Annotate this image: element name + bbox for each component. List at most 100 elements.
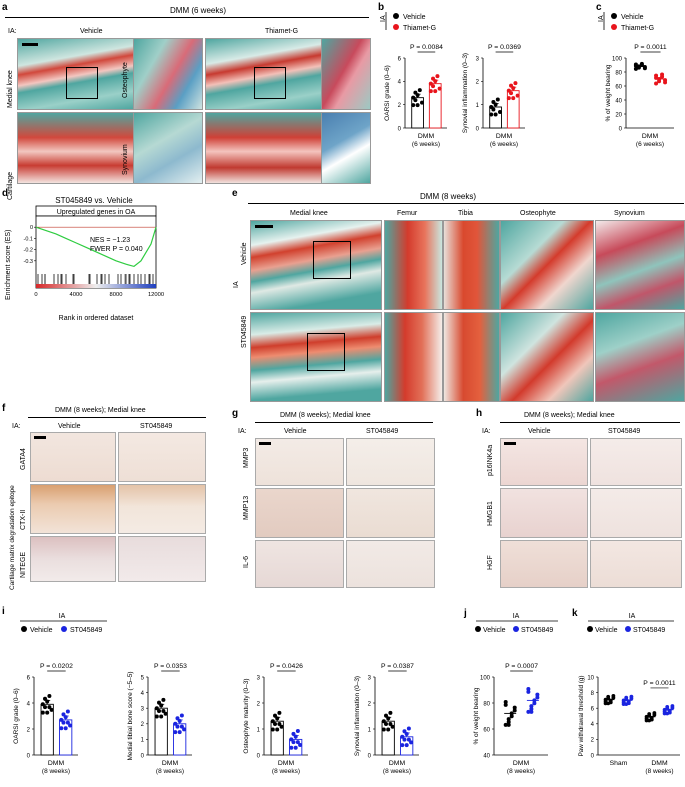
data-point [49, 707, 54, 712]
data-point [182, 727, 187, 732]
data-point [498, 110, 502, 114]
panel-h-row-p16: p16INK4a [487, 444, 494, 476]
data-point [384, 713, 388, 718]
data-point [642, 66, 647, 71]
panel-a-ia: IA: [8, 28, 17, 35]
legend-st-label: ST045849 [633, 627, 665, 634]
y-axis-label: OARSI grade (0–6) [384, 65, 391, 121]
data-point [177, 730, 182, 735]
panel-e-row-vehicle: Vehicle [241, 242, 248, 265]
data-point [289, 745, 294, 750]
data-point [275, 716, 280, 721]
panel-label-c: c [596, 2, 602, 13]
x-axis-sublabel: (6 weeks) [412, 141, 440, 148]
data-point [506, 96, 511, 101]
ihc-image [500, 488, 588, 538]
data-point [154, 714, 159, 719]
gsea-subtitle: Upregulated genes in OA [57, 209, 136, 216]
data-point [59, 726, 64, 731]
gsea-xlabel: Rank in ordered dataset [59, 315, 134, 322]
data-point [433, 89, 438, 94]
x-axis-label: DMM [496, 133, 513, 140]
data-point [277, 721, 282, 726]
x-axis-sublabel: (6 weeks) [490, 141, 518, 148]
y-tick-label: 10 [587, 675, 594, 681]
ihc-image [255, 488, 344, 538]
data-point [633, 63, 638, 68]
ihc-image [590, 488, 682, 538]
y-tick-label: 2 [591, 738, 595, 744]
data-point [273, 713, 277, 718]
data-point [512, 705, 517, 710]
y-tick-label: -0.3 [24, 259, 33, 265]
data-point [529, 709, 534, 714]
histology-image [384, 220, 443, 310]
x-tick-label: 12000 [148, 292, 164, 298]
data-point [506, 88, 511, 93]
gsea-nes: NES = −1.23 [90, 237, 130, 244]
y-tick-label: 20 [615, 112, 622, 118]
y-tick-label: 6 [398, 56, 402, 62]
data-point [657, 79, 662, 84]
histology-image [443, 312, 500, 402]
data-point [670, 704, 675, 708]
data-point [489, 112, 494, 117]
data-point [406, 737, 411, 742]
x-tick-label: 0 [34, 292, 37, 298]
panel-label-a: a [2, 2, 8, 13]
histology-image [443, 220, 500, 310]
data-point [428, 81, 433, 86]
data-point [388, 710, 393, 715]
data-point [43, 696, 47, 701]
scale-bar [259, 442, 271, 445]
legend-thiamet-marker [393, 24, 399, 30]
data-point [435, 74, 440, 79]
panel-b-ia: IA [380, 15, 387, 22]
panel-a-title-rule [5, 17, 369, 18]
panel-a-inset-synovium-v: Synovium [122, 144, 129, 175]
panel-f-side-label: Cartilage matrix degradation epitope [9, 485, 16, 590]
ihc-image [118, 484, 206, 534]
y-tick-label: -0.1 [24, 236, 33, 242]
y-tick-label: 2 [398, 103, 402, 109]
ihc-image [346, 438, 435, 486]
data-point [526, 686, 531, 691]
p-value-label: P = 0.0426 [270, 663, 303, 670]
p-value-label: P = 0.0084 [410, 44, 443, 51]
data-point [163, 711, 168, 716]
y-tick-label: 80 [615, 70, 622, 76]
data-point [159, 703, 164, 708]
p-value-label: P = 0.0011 [643, 680, 676, 687]
legend-thiamet-label: Thiamet-G [621, 25, 654, 32]
ihc-image [118, 432, 206, 482]
data-point [404, 743, 409, 748]
inset-box [254, 67, 286, 99]
data-point [45, 710, 50, 715]
y-tick-label: 1 [368, 727, 372, 733]
y-axis-label: % of weight bearing [605, 64, 612, 121]
legend-thiamet-marker [611, 24, 617, 30]
x-axis-label: DMM [48, 760, 65, 767]
legend-st-marker [61, 626, 67, 632]
scale-bar [255, 225, 273, 228]
histology-image [384, 312, 443, 402]
data-point [417, 88, 422, 93]
y-tick-label: 0 [27, 753, 31, 759]
data-point [532, 701, 537, 706]
data-point [611, 693, 616, 698]
legend-vehicle-marker [21, 626, 27, 632]
y-tick-label: 4 [398, 80, 402, 86]
y-tick-label: 40 [483, 753, 490, 759]
data-point [404, 732, 409, 737]
panel-h-row-hmgb1: HMGB1 [487, 501, 494, 526]
gsea-title: ST045849 vs. Vehicle [55, 196, 133, 205]
data-point [68, 723, 73, 728]
y-tick-label: 0 [30, 225, 33, 231]
data-point [295, 740, 300, 745]
data-point [428, 89, 433, 94]
x-axis-sublabel: (6 weeks) [636, 141, 664, 148]
panel-g-col-st: ST045849 [366, 428, 399, 435]
legend-vehicle-label: Vehicle [403, 14, 426, 21]
panel-g-ia: IA: [238, 428, 247, 435]
legend-vehicle-label: Vehicle [30, 627, 53, 634]
